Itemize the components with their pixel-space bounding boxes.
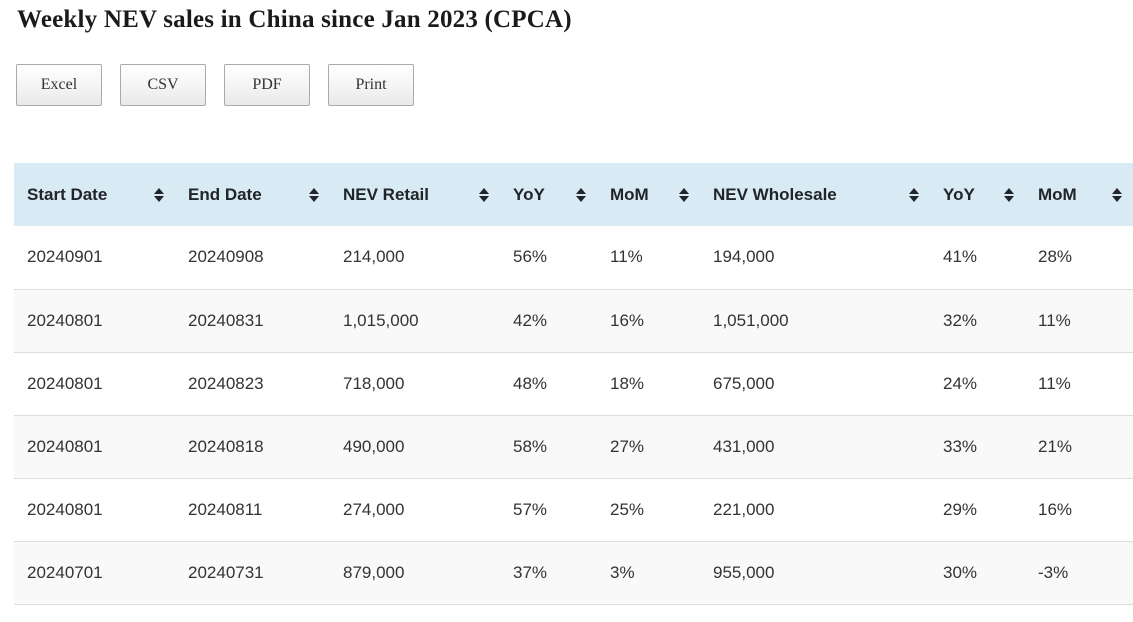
table-cell: 221,000: [700, 478, 930, 542]
excel-export-button[interactable]: Excel: [16, 64, 102, 106]
table-header: Start Date End Date NEV Retail YoY MoM: [14, 163, 1133, 226]
table-cell: 25%: [597, 478, 700, 542]
table-cell: 28%: [1025, 226, 1133, 290]
page-title: Weekly NEV sales in China since Jan 2023…: [17, 6, 572, 33]
table-row: 20240801 20240831 1,015,000 42% 16% 1,051,000…: [14, 289, 1133, 353]
table-cell: 675,000: [700, 352, 930, 416]
table-cell: 214,000: [330, 226, 500, 290]
sort-icon[interactable]: [309, 187, 319, 202]
table-cell: 21%: [1025, 415, 1133, 479]
table-cell: 58%: [500, 415, 597, 479]
table-cell: 56%: [500, 226, 597, 290]
table-cell: 20240801: [14, 478, 175, 542]
table-row: 20240801 20240818 490,000 58% 27% 431,000 33% 2…: [14, 415, 1133, 479]
table-cell: 24%: [930, 352, 1025, 416]
table-cell: 11%: [1025, 289, 1133, 353]
column-header-start-date[interactable]: Start Date: [14, 163, 175, 226]
column-header-label: NEV Wholesale: [713, 184, 837, 204]
column-header-nev-retail[interactable]: NEV Retail: [330, 163, 500, 226]
sort-icon[interactable]: [679, 187, 689, 202]
column-header-wholesale-yoy[interactable]: YoY: [930, 163, 1025, 226]
table-cell: 37%: [500, 541, 597, 605]
sort-icon[interactable]: [576, 187, 586, 202]
table-cell: 20240811: [175, 478, 330, 542]
table-cell: 20240831: [175, 289, 330, 353]
nev-sales-table: Start Date End Date NEV Retail YoY MoM: [14, 163, 1133, 605]
column-header-label: YoY: [513, 184, 545, 204]
table-cell: 18%: [597, 352, 700, 416]
table-cell: 32%: [930, 289, 1025, 353]
sort-icon[interactable]: [909, 187, 919, 202]
table-row: 20240701 20240731 879,000 37% 3% 955,000 30% -3…: [14, 541, 1133, 605]
column-header-nev-wholesale[interactable]: NEV Wholesale: [700, 163, 930, 226]
table-cell: 42%: [500, 289, 597, 353]
sort-icon[interactable]: [1004, 187, 1014, 202]
table-cell: 20240731: [175, 541, 330, 605]
column-header-label: End Date: [188, 184, 262, 204]
table-cell: 33%: [930, 415, 1025, 479]
table-cell: 20240823: [175, 352, 330, 416]
table-cell: 879,000: [330, 541, 500, 605]
table-cell: 490,000: [330, 415, 500, 479]
table-cell: 48%: [500, 352, 597, 416]
table-cell: 274,000: [330, 478, 500, 542]
table-cell: 20240801: [14, 352, 175, 416]
table-cell: 57%: [500, 478, 597, 542]
table-cell: 718,000: [330, 352, 500, 416]
table-cell: 955,000: [700, 541, 930, 605]
sort-icon[interactable]: [1112, 187, 1122, 202]
table-cell: 41%: [930, 226, 1025, 290]
table-cell: 3%: [597, 541, 700, 605]
table-row: 20240801 20240823 718,000 48% 18% 675,000 24% 1…: [14, 352, 1133, 416]
column-header-label: YoY: [943, 184, 975, 204]
sort-icon[interactable]: [479, 187, 489, 202]
table-cell: 1,015,000: [330, 289, 500, 353]
table-cell: 29%: [930, 478, 1025, 542]
column-header-label: MoM: [1038, 184, 1077, 204]
table-cell: 20240701: [14, 541, 175, 605]
table-row: 20240901 20240908 214,000 56% 11% 194,000 41% 2…: [14, 226, 1133, 290]
table-cell: 20240908: [175, 226, 330, 290]
table-row: 20240801 20240811 274,000 57% 25% 221,000 29% 1…: [14, 478, 1133, 542]
table-cell: 1,051,000: [700, 289, 930, 353]
table-cell: 27%: [597, 415, 700, 479]
table-cell: 20240801: [14, 289, 175, 353]
table-cell: -3%: [1025, 541, 1133, 605]
csv-export-button[interactable]: CSV: [120, 64, 206, 106]
table-cell: 16%: [597, 289, 700, 353]
column-header-label: Start Date: [27, 184, 108, 204]
table-cell: 30%: [930, 541, 1025, 605]
table-cell: 11%: [597, 226, 700, 290]
table-cell: 20240801: [14, 415, 175, 479]
table-cell: 20240818: [175, 415, 330, 479]
table-body: 20240901 20240908 214,000 56% 11% 194,000 41% 2…: [14, 226, 1133, 605]
column-header-retail-mom[interactable]: MoM: [597, 163, 700, 226]
sort-icon[interactable]: [154, 187, 164, 202]
column-header-wholesale-mom[interactable]: MoM: [1025, 163, 1133, 226]
table-cell: 194,000: [700, 226, 930, 290]
column-header-end-date[interactable]: End Date: [175, 163, 330, 226]
table-cell: 20240901: [14, 226, 175, 290]
print-button[interactable]: Print: [328, 64, 414, 106]
pdf-export-button[interactable]: PDF: [224, 64, 310, 106]
export-toolbar: Excel CSV PDF Print: [16, 64, 1133, 106]
table-cell: 11%: [1025, 352, 1133, 416]
column-header-retail-yoy[interactable]: YoY: [500, 163, 597, 226]
table-cell: 431,000: [700, 415, 930, 479]
column-header-label: MoM: [610, 184, 649, 204]
table-cell: 16%: [1025, 478, 1133, 542]
column-header-label: NEV Retail: [343, 184, 429, 204]
